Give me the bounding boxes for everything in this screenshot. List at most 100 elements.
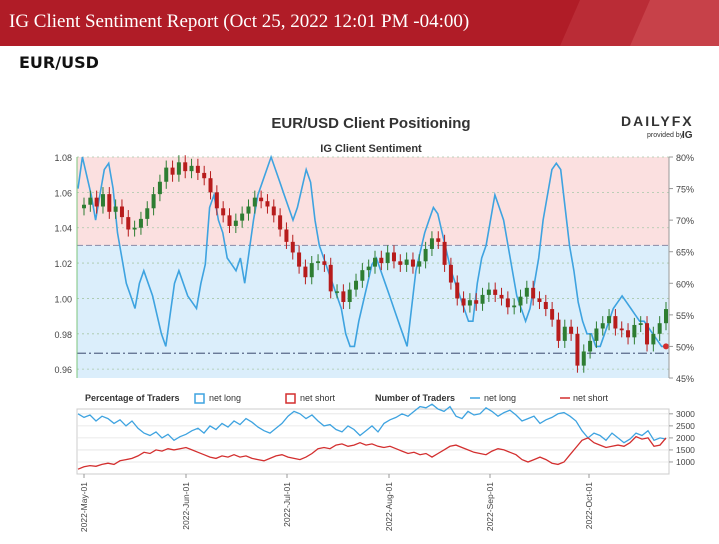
price-candle [265, 194, 270, 214]
chart-title: EUR/USD Client Positioning [271, 115, 470, 132]
price-candle [423, 241, 428, 269]
price-candle [417, 254, 422, 274]
price-candle [284, 222, 289, 249]
price-candle [113, 199, 118, 219]
price-candle [493, 282, 498, 302]
top-panel: 1.08 1.06 1.04 1.02 1.00 0.98 0.96 80% 75% 70% 65… [54, 153, 694, 384]
price-candle [607, 309, 612, 331]
price-candle [524, 280, 529, 304]
price-candle [467, 293, 472, 313]
date-tick-label: 2022-Aug-01 [384, 482, 394, 531]
price-candle [271, 199, 276, 223]
price-tick-label: 0.96 [54, 365, 72, 375]
legend-number-label: Number of Traders [375, 393, 455, 403]
price-tick-label: 0.98 [54, 330, 72, 340]
provided-by-label: provided by [647, 132, 684, 139]
sentiment-tick-label: 70% [676, 216, 694, 226]
price-candle [461, 291, 466, 313]
date-tick-label: 2022-Jul-01 [282, 482, 292, 527]
net-long-sentiment-line [77, 154, 666, 348]
price-candle [562, 319, 567, 348]
price-candle [233, 213, 238, 234]
price-candle [619, 321, 624, 338]
price-candle [100, 187, 105, 214]
net-short-count-line [77, 435, 667, 470]
sentiment-axis: 80% 75% 70% 65% 60% 55% 50% 45% [669, 153, 694, 384]
price-candle [132, 220, 137, 237]
price-candle [208, 171, 213, 200]
price-candle [221, 201, 226, 223]
price-candle [664, 301, 668, 331]
price-candle [303, 259, 308, 285]
price-candle [366, 259, 371, 278]
price-candle [214, 185, 219, 216]
price-candle [550, 301, 555, 327]
sentiment-tick-label: 80% [676, 153, 694, 163]
price-candle [107, 187, 112, 219]
price-candle [354, 273, 359, 297]
price-candle [240, 206, 245, 228]
sentiment-tick-label: 55% [676, 311, 694, 321]
price-candle [328, 257, 333, 299]
price-candle [189, 158, 194, 179]
legend-pct-long-swatch [194, 393, 205, 404]
price-candle [259, 190, 264, 209]
price-candle [119, 199, 124, 225]
price-candle [385, 245, 390, 271]
price-candle [138, 211, 143, 235]
price-candle [341, 284, 346, 310]
date-tick-label: 2022-May-01 [79, 482, 89, 532]
price-candle [157, 174, 162, 202]
bottom-panel: 3000 2500 2000 1500 1000 2022-May-01 2022-Jun… [76, 403, 695, 532]
legend-percentage-label: Percentage of Traders [85, 393, 180, 403]
price-candle [379, 250, 384, 271]
price-candle [297, 245, 302, 274]
price-candle [183, 155, 188, 179]
chart-subtitle: IG Client Sentiment [320, 143, 422, 155]
price-candle [398, 254, 403, 272]
price-candle [651, 326, 656, 352]
price-candle [531, 280, 536, 306]
price-candle [448, 257, 453, 290]
price-candle [246, 199, 251, 221]
price-tick-label: 1.04 [54, 224, 72, 234]
banner-decoration-icon [560, 0, 719, 46]
price-candle [195, 158, 200, 180]
price-candle [442, 234, 447, 272]
price-candle [638, 316, 643, 333]
price-candle [170, 160, 175, 182]
report-banner: IG Client Sentiment Report (Oct 25, 2022… [0, 0, 719, 46]
legend-pct-short-swatch [285, 393, 296, 404]
price-candle [360, 263, 365, 288]
trader-count-axis: 3000 2500 2000 1500 1000 [669, 409, 695, 467]
price-axis: 1.08 1.06 1.04 1.02 1.00 0.98 0.96 [54, 153, 72, 375]
price-candle [410, 252, 415, 274]
sentiment-tick-label: 75% [676, 185, 694, 195]
price-candle [404, 252, 409, 272]
price-candle [373, 250, 377, 274]
price-candle [512, 298, 517, 315]
price-candle [575, 326, 580, 373]
price-candle [151, 187, 156, 216]
price-candle [632, 317, 637, 345]
legend-pct-short-label: net short [300, 393, 336, 403]
price-candle [227, 208, 232, 234]
sentiment-tick-label: 50% [676, 342, 694, 352]
dailyfx-logo: DAILYFX provided by IG [621, 113, 693, 141]
price-candle [569, 319, 574, 341]
price-candle [505, 291, 510, 315]
price-tick-label: 1.02 [54, 259, 72, 269]
price-candle [126, 210, 131, 237]
count-tick-label: 1000 [676, 457, 695, 467]
price-candle [600, 316, 605, 336]
bottom-legend: Percentage of Traders net long net short… [85, 393, 609, 404]
price-candle [429, 231, 434, 257]
report-title: IG Client Sentiment Report (Oct 25, 2022… [9, 11, 470, 32]
price-candle [499, 287, 504, 306]
price-candle [486, 282, 491, 302]
price-candle [176, 155, 181, 182]
price-candle [252, 190, 257, 214]
price-candle [645, 316, 650, 352]
sentiment-tick-label: 60% [676, 279, 694, 289]
price-candle [455, 275, 460, 306]
